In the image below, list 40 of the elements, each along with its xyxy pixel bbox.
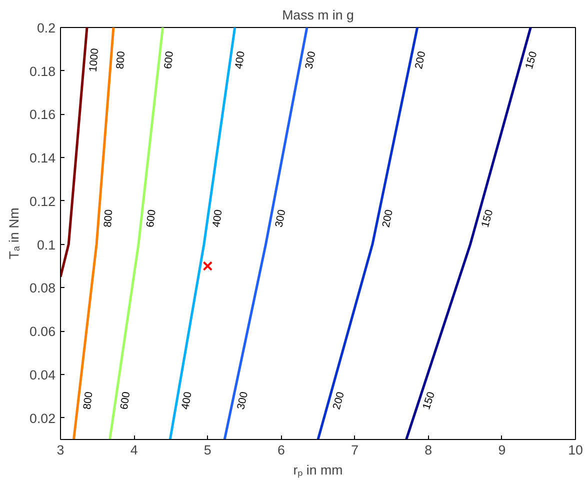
x-tick-label: 9 [498,442,506,458]
text: 400 [210,208,225,228]
text: 600 [118,390,133,410]
text: 200 [380,208,396,228]
text: 1000 [87,48,102,72]
x-tick-label: 6 [278,442,285,458]
y-axis-title: Tₐ in Nm [6,208,22,260]
y-tick-label: 0.14 [30,150,56,166]
y-tick-label: 0.1 [36,237,56,252]
y-tick-label: 0.08 [30,280,56,296]
text: 150 [420,390,438,412]
text: 800 [81,390,96,410]
text: 300 [303,50,318,70]
text: 600 [144,208,158,228]
x-tick-label: 8 [424,442,432,458]
x-tick-label: 10 [568,442,583,458]
x-tick-label: 3 [56,442,64,458]
y-tick-label: 0.12 [30,194,56,209]
text: 400 [179,390,194,410]
text: 800 [102,209,116,228]
text: 150 [523,50,540,70]
text: 600 [162,50,176,70]
text: 150 [479,208,496,229]
y-tick-label: 0.06 [30,324,56,340]
chart-title: Mass m in g [282,8,354,22]
x-tick-label: 5 [204,442,212,458]
y-tick-label: 0.18 [30,64,56,79]
x-tick-label: 4 [130,442,138,458]
x-tick-label: 7 [351,442,358,458]
x-axis-title: rₚ in mm [293,462,343,478]
y-tick-label: 0.2 [36,20,56,36]
text: 300 [273,208,288,228]
text: 200 [412,50,428,70]
text: 800 [114,50,128,70]
text: 200 [330,390,348,411]
text: 300 [235,390,251,411]
y-tick-label: 0.16 [30,107,56,122]
y-tick-label: 0.04 [30,367,56,382]
text: 400 [233,50,248,70]
y-tick-label: 0.02 [30,410,56,426]
